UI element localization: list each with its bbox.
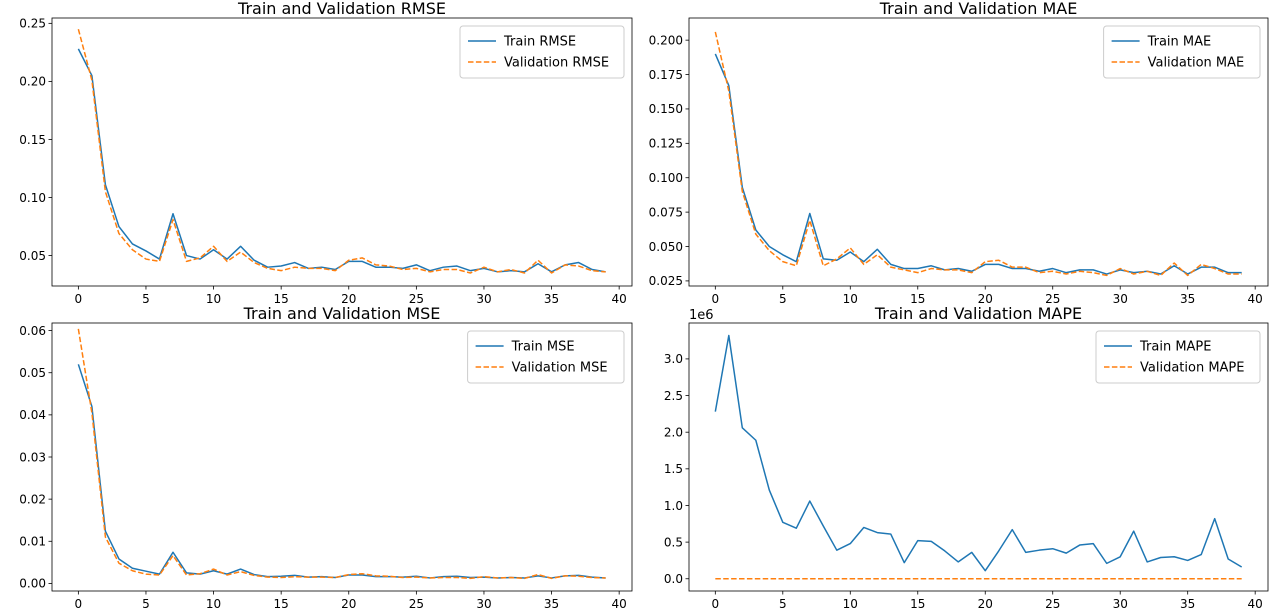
x-tick-label: 25 [409,597,424,611]
series-line-1 [714,31,1242,277]
axes-frame [688,322,1269,592]
legend-label-1: Validation MSE [512,361,608,376]
legend-box [467,330,625,384]
x-tick-label: 25 [409,292,424,306]
x-tick-label: 15 [910,292,925,306]
x-tick-label: 25 [1045,292,1060,306]
x-tick-label: 15 [274,292,289,306]
x-tick-label: 5 [779,292,787,306]
chart-panel-1: Train and Validation MAE 0 5 10 15 20 25 30 35 40… [649,0,1269,306]
chart-title: Train and Validation MAE [879,0,1078,18]
y-tick-label: 1.0 [664,499,683,513]
x-tick-label: 0 [711,292,719,306]
series-line-1 [77,328,606,580]
y-tick-label: 2.5 [664,389,683,403]
x-tick-label: 35 [544,292,559,306]
legend-box [1103,25,1261,79]
legend-label-1: Validation MAPE [1140,361,1245,376]
x-tick-label: 10 [206,597,221,611]
x-tick-label: 0 [75,292,83,306]
y-tick-label: 0.125 [649,137,683,151]
y-tick-label: 0.05 [19,249,46,263]
chart-title: Train and Validation MAPE [874,304,1082,323]
x-tick-label: 20 [978,292,993,306]
y-tick-label: 0.15 [19,133,46,147]
y-tick-label: 0.025 [649,274,683,288]
y-tick-label: 0.150 [649,102,683,116]
y-tick-label: 0.050 [649,240,683,254]
x-tick-label: 10 [843,292,858,306]
y-tick-label: 2.0 [664,425,683,439]
legend-label-0: Train MAE [1147,35,1212,50]
x-tick-label: 35 [544,597,559,611]
x-tick-label: 25 [1045,597,1060,611]
x-tick-label: 35 [1180,597,1195,611]
chart-title: Train and Validation MSE [243,304,441,323]
x-tick-label: 30 [476,292,491,306]
chart-panel-0: Train and Validation RMSE 0 5 10 15 20 25 30 35 4… [19,0,633,306]
y-tick-label: 0.05 [19,366,46,380]
y-offset-label: 1e6 [689,308,714,323]
x-tick-label: 30 [1113,597,1128,611]
legend-label-0: Train RMSE [503,35,576,50]
series-line-0 [714,334,1243,572]
y-tick-label: 0.01 [19,535,46,549]
chart-title: Train and Validation RMSE [237,0,446,18]
x-tick-label: 15 [910,597,925,611]
x-tick-label: 30 [476,597,491,611]
y-tick-label: 1.5 [664,462,683,476]
y-tick-label: 0.5 [664,535,683,549]
x-tick-label: 10 [206,292,221,306]
series-line-0 [77,48,606,273]
x-tick-label: 40 [1248,292,1263,306]
x-tick-label: 35 [1180,292,1195,306]
y-tick-label: 3.0 [664,352,683,366]
x-tick-label: 0 [711,597,719,611]
y-tick-label: 0.04 [19,408,46,422]
chart-panel-3: Train and Validation MAPE 0 5 10 15 20 25 30 35 4… [664,304,1269,611]
y-tick-label: 0.02 [19,492,46,506]
y-tick-label: 0.00 [19,577,46,591]
axes-frame [51,17,633,287]
x-tick-label: 40 [612,597,627,611]
y-tick-label: 0.175 [649,68,683,82]
legend-label-0: Train MSE [511,340,575,355]
x-tick-label: 5 [142,597,150,611]
chart-panel-2: Train and Validation MSE 0 5 10 15 20 25 30 35 40… [19,304,633,611]
x-tick-label: 40 [1248,597,1263,611]
y-tick-label: 0.20 [19,75,46,89]
y-tick-label: 0.10 [19,191,46,205]
legend-label-1: Validation RMSE [504,56,609,71]
legend-label-1: Validation MAE [1148,56,1245,71]
x-tick-label: 30 [1113,292,1128,306]
y-tick-label: 0.200 [649,33,683,47]
y-tick-label: 0.25 [19,17,46,31]
legend-box [459,25,625,79]
y-tick-label: 0.0 [664,572,683,586]
y-tick-label: 0.075 [649,205,683,219]
legend-box [1095,330,1261,384]
x-tick-label: 40 [612,292,627,306]
series-line-0 [77,364,606,579]
y-tick-label: 0.06 [19,324,46,338]
x-tick-label: 5 [142,292,150,306]
x-tick-label: 15 [274,597,289,611]
x-tick-label: 20 [978,597,993,611]
x-tick-label: 10 [843,597,858,611]
axes-frame [688,17,1269,287]
x-tick-label: 0 [75,597,83,611]
x-tick-label: 20 [341,292,356,306]
series-line-0 [714,53,1242,275]
y-tick-label: 0.100 [649,171,683,185]
y-tick-label: 0.03 [19,450,46,464]
legend-label-0: Train MAPE [1139,340,1212,355]
x-tick-label: 5 [779,597,787,611]
x-tick-label: 20 [341,597,356,611]
series-line-1 [77,28,606,274]
